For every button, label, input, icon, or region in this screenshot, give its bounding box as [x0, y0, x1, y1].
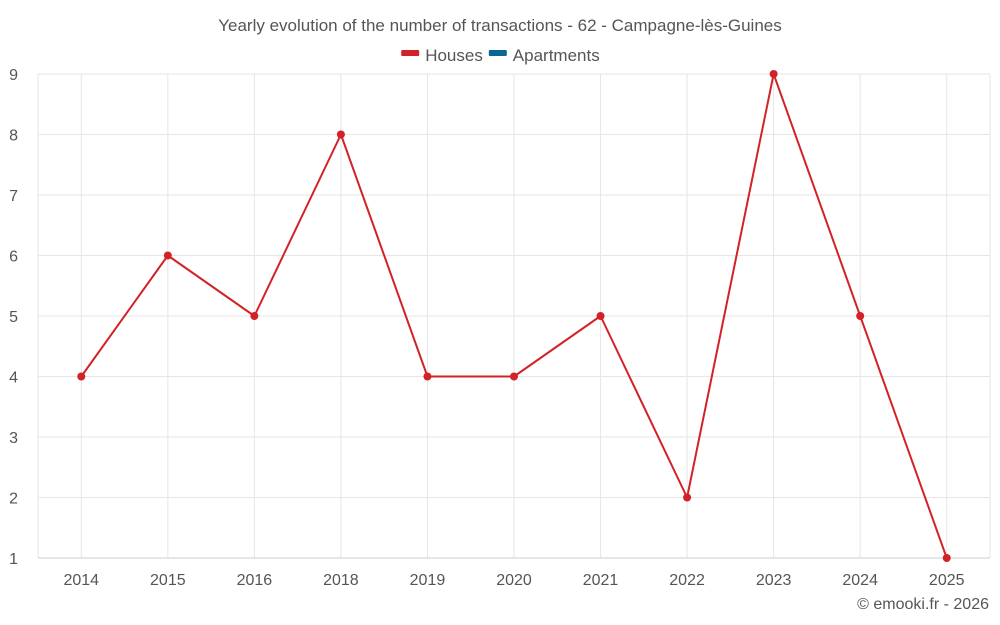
data-point-houses[interactable] — [510, 372, 518, 381]
data-point-houses[interactable] — [596, 312, 605, 320]
y-tick-label: 7 — [9, 188, 18, 205]
y-tick-label: 3 — [9, 430, 18, 447]
y-tick-label: 5 — [9, 309, 18, 326]
data-point-houses[interactable] — [856, 312, 865, 320]
y-tick-label: 1 — [9, 551, 18, 568]
data-point-houses[interactable] — [336, 130, 345, 139]
x-tick-label: 2023 — [756, 572, 792, 589]
data-point-houses[interactable] — [683, 493, 692, 502]
axes: 1 2 3 4 5 6 7 8 9 2014 2015 2016 2018 2019 2020 2021 202… — [9, 67, 990, 589]
y-tick-label: 8 — [9, 128, 18, 145]
grid — [37, 73, 991, 559]
data-point-houses[interactable] — [77, 372, 86, 381]
legend: Houses Apartments — [401, 46, 600, 65]
x-tick-label: 2021 — [583, 572, 619, 589]
legend-swatch-apartments[interactable] — [488, 50, 507, 56]
x-tick-label: 2022 — [669, 572, 705, 589]
legend-label-houses[interactable]: Houses — [425, 46, 483, 65]
y-tick-label: 9 — [9, 67, 18, 84]
legend-swatch-houses[interactable] — [401, 50, 420, 56]
x-tick-label: 2024 — [842, 572, 878, 589]
credit-text: © emooki.fr - 2026 — [857, 596, 989, 613]
series-layer — [77, 70, 951, 562]
data-point-houses[interactable] — [163, 251, 172, 260]
data-point-houses[interactable] — [942, 554, 951, 562]
data-point-houses[interactable] — [423, 372, 432, 381]
data-point-houses[interactable] — [769, 70, 778, 78]
x-tick-label: 2020 — [496, 572, 532, 589]
x-tick-label: 2014 — [63, 572, 99, 589]
x-tick-label: 2019 — [410, 572, 446, 589]
y-tick-label: 6 — [9, 249, 18, 266]
y-tick-label: 2 — [9, 491, 18, 508]
legend-label-apartments[interactable]: Apartments — [513, 46, 600, 65]
data-point-houses[interactable] — [250, 312, 259, 320]
x-tick-label: 2025 — [929, 572, 965, 589]
x-tick-label: 2016 — [237, 572, 273, 589]
x-tick-label: 2015 — [150, 572, 186, 589]
chart-title: Yearly evolution of the number of transa… — [218, 16, 782, 35]
x-tick-label: 2018 — [323, 572, 359, 589]
y-tick-label: 4 — [9, 370, 18, 387]
